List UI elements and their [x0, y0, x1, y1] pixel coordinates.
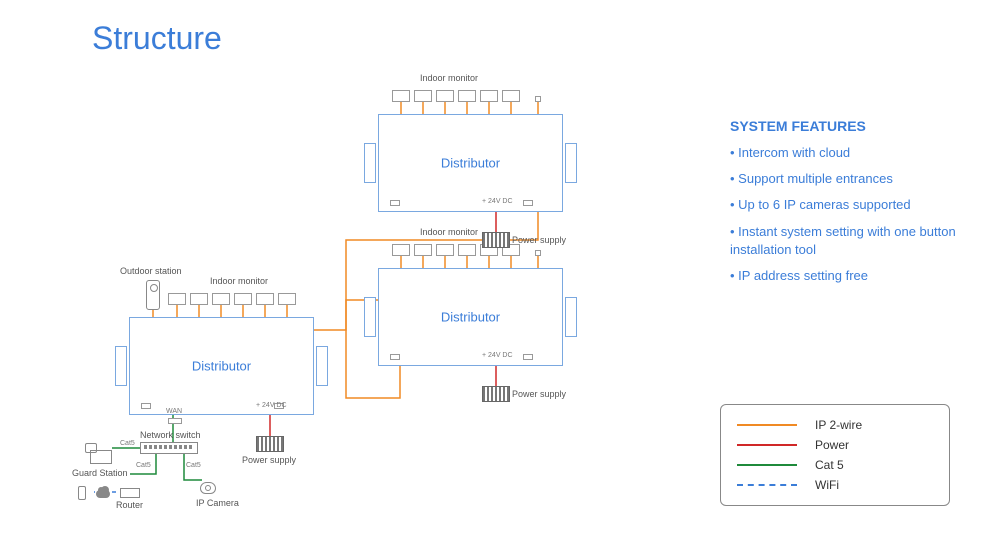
- legend-row: WiFi: [737, 475, 933, 495]
- mounting-bracket: [565, 297, 577, 337]
- legend-box: IP 2-wire Power Cat 5 WiFi: [720, 404, 950, 506]
- mounting-bracket: [364, 297, 376, 337]
- indoor-monitor-icon: [168, 293, 186, 305]
- dc-label: + 24V DC: [482, 352, 513, 359]
- mounting-bracket: [364, 143, 376, 183]
- indoor-monitor-icon: [480, 90, 498, 102]
- ip-camera-icon: [200, 482, 218, 496]
- feature-item: Intercom with cloud: [730, 144, 970, 162]
- router-label: Router: [116, 500, 143, 510]
- legend-label: Power: [815, 438, 849, 452]
- lan-port: [141, 403, 151, 409]
- features-panel: SYSTEM FEATURES Intercom with cloud Suppo…: [730, 118, 970, 293]
- feature-item: Support multiple entrances: [730, 170, 970, 188]
- distributor-box: Distributor: [378, 114, 563, 212]
- distributor-box: Distributor: [378, 268, 563, 366]
- indoor-monitor-label: Indoor monitor: [420, 73, 478, 83]
- indoor-monitor-icon: [458, 244, 476, 256]
- power-supply-label: Power supply: [242, 455, 296, 465]
- dc-port: [523, 200, 533, 206]
- dc-label: + 24V DC: [482, 198, 513, 205]
- legend-row: IP 2-wire: [737, 415, 933, 435]
- ip-camera-label: IP Camera: [196, 498, 239, 508]
- cat5-label: Cat5: [120, 440, 135, 447]
- indoor-monitor-label: Indoor monitor: [420, 227, 478, 237]
- cat5-label: Cat5: [136, 462, 151, 469]
- legend-swatch: [737, 464, 797, 466]
- distributor-label: Distributor: [192, 359, 251, 374]
- legend-row: Power: [737, 435, 933, 455]
- side-port: [535, 96, 541, 102]
- features-heading: SYSTEM FEATURES: [730, 118, 970, 134]
- guard-station-icon: [90, 450, 112, 464]
- indoor-monitor-icon: [256, 293, 274, 305]
- legend-label: IP 2-wire: [815, 418, 862, 432]
- indoor-monitor-icon: [392, 90, 410, 102]
- network-switch-label: Network switch: [140, 430, 201, 440]
- cat5-label: Cat5: [186, 462, 201, 469]
- feature-item: Instant system setting with one button i…: [730, 223, 970, 259]
- distributor-box: Distributor: [129, 317, 314, 415]
- legend-row: Cat 5: [737, 455, 933, 475]
- page-title: Structure: [92, 20, 222, 57]
- distributor-label: Distributor: [441, 156, 500, 171]
- network-switch-icon: [140, 442, 198, 454]
- lan-port: [390, 200, 400, 206]
- router-icon: [120, 488, 140, 498]
- cloud-icon: [96, 490, 110, 498]
- dc-label: + 24V DC: [256, 402, 287, 409]
- legend-label: Cat 5: [815, 458, 844, 472]
- guard-station-label: Guard Station: [72, 468, 128, 478]
- lan-port: [390, 354, 400, 360]
- indoor-monitor-icon: [414, 90, 432, 102]
- indoor-monitor-icon: [392, 244, 410, 256]
- wan-port: [168, 418, 182, 424]
- legend-swatch: [737, 444, 797, 446]
- indoor-monitor-icon: [502, 90, 520, 102]
- side-port: [535, 250, 541, 256]
- indoor-monitor-icon: [190, 293, 208, 305]
- legend-label: WiFi: [815, 478, 839, 492]
- feature-item: Up to 6 IP cameras supported: [730, 196, 970, 214]
- indoor-monitor-icon: [436, 244, 454, 256]
- mounting-bracket: [565, 143, 577, 183]
- indoor-monitor-icon: [234, 293, 252, 305]
- legend-swatch: [737, 424, 797, 426]
- indoor-monitor-icon: [436, 90, 454, 102]
- indoor-monitor-icon: [414, 244, 432, 256]
- indoor-monitor-label: Indoor monitor: [210, 276, 268, 286]
- distributor-label: Distributor: [441, 310, 500, 325]
- indoor-monitor-icon: [212, 293, 230, 305]
- mounting-bracket: [115, 346, 127, 386]
- mobile-phone-icon: [78, 486, 86, 500]
- indoor-monitor-icon: [278, 293, 296, 305]
- indoor-monitor-icon: [458, 90, 476, 102]
- power-supply-icon: [482, 386, 508, 400]
- outdoor-station-icon: [146, 280, 160, 310]
- mounting-bracket: [316, 346, 328, 386]
- power-supply-icon: [482, 232, 508, 246]
- power-supply-icon: [256, 436, 282, 450]
- wan-label: WAN: [166, 408, 182, 415]
- legend-swatch: [737, 484, 797, 486]
- power-supply-label: Power supply: [512, 389, 566, 399]
- power-supply-label: Power supply: [512, 235, 566, 245]
- dc-port: [523, 354, 533, 360]
- outdoor-station-label: Outdoor station: [120, 266, 182, 276]
- feature-item: IP address setting free: [730, 267, 970, 285]
